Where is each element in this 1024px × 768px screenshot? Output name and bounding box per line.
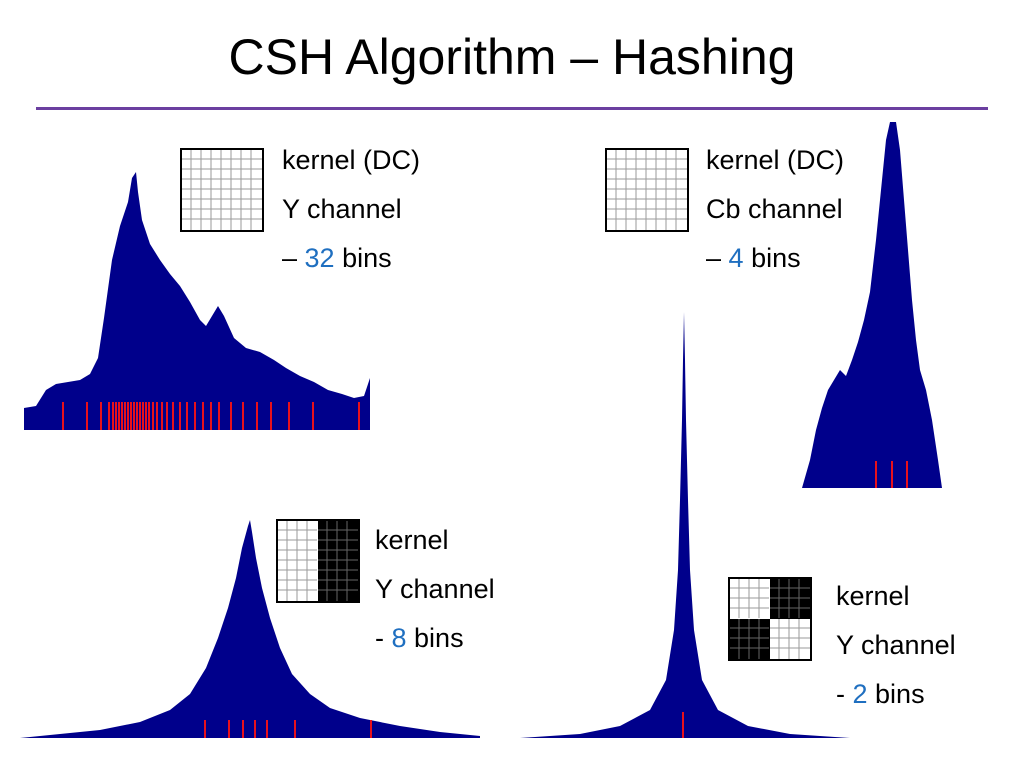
kernel-text: kernel [375, 525, 449, 555]
histogram-y-lr [20, 520, 480, 738]
histogram-y-dc [24, 172, 370, 430]
channel-text: Y channel [836, 630, 956, 660]
bin-count: 32 [304, 243, 335, 273]
channel-text: Y channel [375, 574, 495, 604]
label-y-lr: kernel Y channel - 8 bins [375, 516, 495, 663]
kernel-text: kernel (DC) [706, 145, 845, 175]
label-y-dc: kernel (DC) Y channel – 32 bins [282, 136, 420, 283]
kernel-left-right [276, 519, 360, 603]
kernel-text: kernel [836, 581, 910, 611]
slide-title: CSH Algorithm – Hashing [228, 29, 796, 85]
bin-count: 4 [728, 243, 744, 273]
kernel-dc-y [180, 148, 264, 232]
histogram-cb-dc-area [802, 122, 942, 488]
kernel-text: kernel (DC) [282, 145, 421, 175]
bins-text: - 2 bins [836, 679, 925, 709]
bins-text: – 4 bins [706, 243, 801, 273]
bin-markers-2 [682, 712, 684, 738]
kernel-dc-cb [605, 148, 689, 232]
bin-markers-4 [875, 461, 908, 488]
title-divider [36, 107, 988, 110]
histogram-y-dc-area [24, 172, 370, 430]
kernel-checkerboard [728, 577, 812, 661]
bins-text: – 32 bins [282, 243, 392, 273]
bin-count: 8 [391, 623, 407, 653]
label-cb-dc: kernel (DC) Cb channel – 4 bins [706, 136, 844, 283]
label-y-checker: kernel Y channel - 2 bins [836, 572, 956, 719]
histogram-y-lr-area [20, 520, 480, 738]
bin-count: 2 [852, 679, 868, 709]
bin-markers-32 [62, 402, 360, 430]
histogram-y-checker-area [520, 312, 850, 738]
bins-text: - 8 bins [375, 623, 464, 653]
channel-text: Y channel [282, 194, 402, 224]
bin-markers-8 [204, 720, 372, 738]
channel-text: Cb channel [706, 194, 843, 224]
histogram-y-checker [520, 312, 850, 738]
histogram-cb-dc [802, 122, 942, 488]
